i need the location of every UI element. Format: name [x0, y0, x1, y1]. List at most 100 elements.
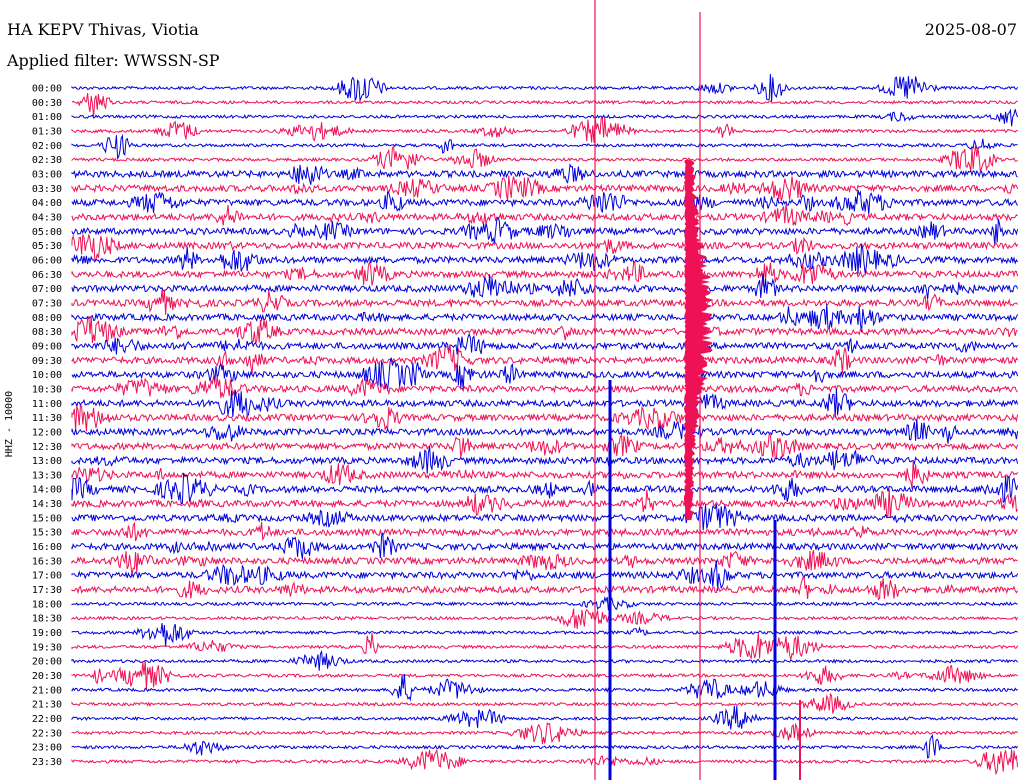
seismic-trace-1630 — [71, 550, 1018, 575]
seismic-trace-0030 — [71, 93, 1018, 117]
seismic-trace-0930 — [71, 344, 1019, 375]
time-tick-label: 11:00 — [32, 399, 62, 410]
seismic-trace-1330 — [71, 460, 1019, 489]
time-tick-label: 21:00 — [32, 685, 62, 696]
seismic-trace-1730 — [71, 575, 1019, 601]
applied-filter: Applied filter: WWSSN-SP — [7, 51, 220, 70]
seismic-trace-1000 — [71, 357, 1019, 391]
time-tick-label: 08:30 — [32, 327, 62, 338]
seismic-trace-2130 — [71, 692, 1019, 714]
time-tick-label: 05:30 — [32, 241, 62, 252]
time-tick-label: 13:00 — [32, 456, 62, 467]
time-tick-label: 11:30 — [32, 413, 62, 424]
time-tick-label: 17:30 — [32, 585, 62, 596]
time-tick-label: 07:00 — [32, 284, 62, 295]
seismic-trace-0900 — [71, 332, 1019, 355]
seismic-trace-2300 — [71, 734, 1019, 759]
seismic-trace-2230 — [71, 722, 1018, 745]
seismic-trace-1500 — [71, 504, 1019, 531]
time-tick-label: 13:30 — [32, 470, 62, 481]
seismic-trace-1130 — [71, 405, 1019, 432]
time-tick-label: 14:00 — [32, 485, 62, 496]
seismic-trace-1430 — [71, 488, 1019, 519]
time-tick-label: 15:30 — [32, 528, 62, 539]
seismic-trace-1600 — [71, 532, 1019, 560]
time-tick-label: 04:30 — [32, 212, 62, 223]
time-tick-label: 06:30 — [32, 270, 62, 281]
seismic-trace-2100 — [71, 673, 1018, 702]
time-tick-label: 19:30 — [32, 642, 62, 653]
seismic-trace-1930 — [71, 633, 1019, 660]
seismic-trace-1030 — [71, 376, 1018, 399]
time-tick-label: 03:30 — [32, 184, 62, 195]
time-tick-label: 10:00 — [32, 370, 62, 381]
time-tick-label: 23:30 — [32, 757, 62, 768]
seismic-trace-0000 — [71, 73, 1019, 102]
seismic-trace-0200 — [71, 133, 1018, 161]
seismic-trace-0830 — [71, 315, 1018, 344]
seismic-trace-0700 — [71, 273, 1019, 300]
seismic-trace-2000 — [71, 649, 1018, 671]
time-tick-label: 04:00 — [32, 198, 62, 209]
time-tick-label: 23:00 — [32, 743, 62, 754]
seismic-trace-1700 — [71, 560, 1019, 592]
time-tick-label: 10:30 — [32, 384, 62, 395]
seismic-trace-0600 — [71, 243, 1019, 274]
seismic-trace-2030 — [71, 660, 1018, 690]
seismic-trace-0430 — [71, 204, 1018, 227]
time-tick-label: 22:00 — [32, 714, 62, 725]
time-tick-label: 21:30 — [32, 700, 62, 711]
seismic-trace-0300 — [71, 163, 1018, 185]
time-tick-label: 20:00 — [32, 657, 62, 668]
time-tick-label: 01:00 — [32, 112, 62, 123]
time-tick-label: 20:30 — [32, 671, 62, 682]
seismic-trace-1830 — [71, 608, 1019, 629]
time-tick-label: 14:30 — [32, 499, 62, 510]
seismic-trace-0100 — [71, 108, 1019, 127]
time-tick-label: 22:30 — [32, 728, 62, 739]
seismic-trace-0530 — [71, 234, 1019, 261]
time-tick-label: 01:30 — [32, 126, 62, 137]
time-tick-label: 00:30 — [32, 98, 62, 109]
time-tick-label: 18:30 — [32, 614, 62, 625]
seismic-trace-1900 — [71, 622, 1018, 647]
time-tick-label: 15:00 — [32, 513, 62, 524]
time-tick-label: 08:00 — [32, 313, 62, 324]
seismic-trace-0500 — [71, 216, 1019, 246]
time-tick-label: 06:00 — [32, 255, 62, 266]
seismic-trace-0130 — [71, 116, 1018, 143]
seismic-trace-1530 — [71, 521, 1018, 542]
time-tick-label: 02:00 — [32, 141, 62, 152]
seismic-trace-1300 — [71, 446, 1019, 474]
time-tick-label: 07:30 — [32, 298, 62, 309]
seismic-trace-2330 — [71, 748, 1019, 776]
seismic-trace-1230 — [71, 433, 1019, 461]
seismic-trace-1100 — [71, 388, 1019, 418]
seismic-trace-0330 — [71, 175, 1019, 202]
time-tick-label: 19:00 — [32, 628, 62, 639]
time-tick-label: 02:30 — [32, 155, 62, 166]
record-date: 2025-08-07 — [924, 20, 1017, 39]
station-title: HA KEPV Thivas, Viotia — [7, 20, 199, 39]
seismic-trace-0730 — [71, 289, 1018, 315]
time-tick-label: 17:00 — [32, 571, 62, 582]
seismic-trace-0230 — [71, 144, 1018, 173]
time-tick-label: 12:30 — [32, 442, 62, 453]
time-tick-label: 16:30 — [32, 556, 62, 567]
earthquake-band — [684, 160, 715, 520]
time-tick-label: 09:00 — [32, 341, 62, 352]
time-tick-label: 05:00 — [32, 227, 62, 238]
seismic-trace-0630 — [71, 261, 1019, 287]
time-tick-label: 18:00 — [32, 599, 62, 610]
time-tick-label: 00:00 — [32, 84, 62, 95]
seismic-trace-1200 — [71, 418, 1019, 444]
seismic-trace-2200 — [71, 705, 1018, 730]
time-tick-label: 16:00 — [32, 542, 62, 553]
time-tick-label: 03:00 — [32, 169, 62, 180]
seismic-trace-0800 — [71, 304, 1019, 333]
time-tick-label: 09:30 — [32, 356, 62, 367]
seismic-trace-1400 — [71, 472, 1019, 505]
seismic-trace-0400 — [71, 189, 1019, 215]
seismic-trace-1800 — [71, 595, 1018, 611]
